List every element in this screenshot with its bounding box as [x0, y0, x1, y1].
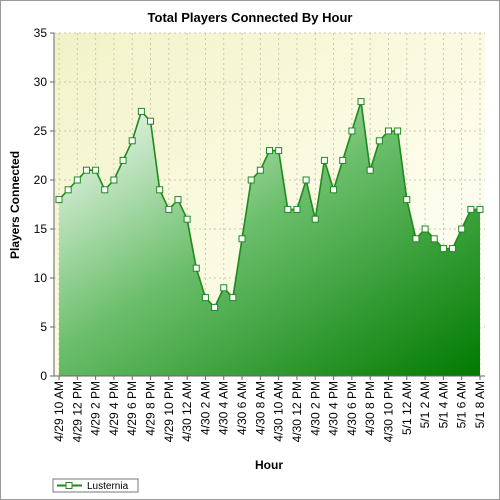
y-axis-title: Players Connected [8, 151, 22, 259]
y-tick-label: 25 [34, 124, 48, 138]
x-tick-label: 4/30 12 AM [180, 381, 194, 442]
data-point [174, 196, 182, 204]
series-area [59, 101, 480, 376]
data-point [110, 176, 118, 184]
y-tick-label: 20 [34, 173, 48, 187]
data-point [82, 166, 90, 174]
data-point [467, 205, 475, 213]
data-point [293, 205, 301, 213]
data-point [412, 235, 420, 243]
data-point [458, 225, 466, 233]
data-point [476, 205, 484, 213]
data-point [339, 156, 347, 164]
x-axis-title: Hour [255, 458, 283, 472]
x-tick-label: 4/30 6 PM [345, 381, 359, 436]
data-point [366, 166, 374, 174]
data-point [320, 156, 328, 164]
data-point [192, 264, 200, 272]
x-tick-label: 4/29 8 PM [144, 381, 158, 436]
y-tick-label: 5 [40, 320, 47, 334]
x-tick-label: 4/29 12 PM [70, 381, 84, 442]
data-point [220, 284, 228, 292]
data-point [201, 294, 209, 302]
data-point [311, 215, 319, 223]
x-tick-label: 4/29 10 PM [162, 381, 176, 442]
x-axis-ticks: 4/29 10 AM 4/29 12 PM 4/29 2 PM 4/29 4 PM 4/… [52, 376, 487, 442]
data-point [247, 176, 255, 184]
y-tick-label: 15 [34, 222, 48, 236]
data-point [421, 225, 429, 233]
y-tick-label: 35 [34, 26, 48, 40]
legend-box [52, 478, 139, 493]
x-tick-label: 5/1 4 AM [436, 381, 450, 428]
data-point [55, 196, 63, 204]
x-tick-label: 4/30 2 AM [198, 381, 212, 435]
y-tick-label: 0 [40, 369, 47, 383]
data-point [275, 147, 283, 155]
legend-label: Lusternia [87, 481, 129, 492]
x-tick-label: 4/30 8 PM [363, 381, 377, 436]
data-point [384, 127, 392, 135]
x-tick-label: 4/30 8 AM [253, 381, 267, 435]
x-tick-label: 4/30 4 PM [327, 381, 341, 436]
data-point [73, 176, 81, 184]
x-tick-label: 4/30 10 PM [381, 381, 395, 442]
y-tick-label: 10 [34, 271, 48, 285]
x-tick-label: 4/30 12 PM [290, 381, 304, 442]
x-tick-label: 5/1 2 AM [418, 381, 432, 428]
data-point [266, 147, 273, 155]
data-point [256, 166, 264, 174]
data-point [238, 235, 246, 243]
data-point [211, 303, 219, 311]
data-point [119, 156, 127, 164]
data-point [449, 245, 457, 253]
x-tick-label: 4/30 10 AM [272, 381, 286, 442]
x-tick-label: 4/30 6 AM [235, 381, 249, 435]
data-point [183, 215, 191, 223]
x-tick-label: 4/30 2 PM [308, 381, 322, 436]
data-point [348, 127, 356, 135]
x-tick-label: 5/1 12 AM [400, 381, 414, 435]
x-tick-label: 4/30 4 AM [217, 381, 231, 435]
x-tick-label: 4/29 10 AM [52, 381, 66, 442]
data-point [64, 186, 72, 194]
data-point [137, 107, 145, 115]
y-axis-ticks: 0 5 10 15 20 25 30 35 [34, 26, 54, 383]
data-point [92, 166, 100, 174]
data-point [302, 176, 310, 184]
data-point [439, 245, 447, 253]
x-tick-label: 5/1 8 AM [473, 381, 487, 428]
data-point [357, 98, 365, 106]
data-point [229, 294, 237, 302]
data-point [101, 186, 109, 194]
x-tick-label: 4/29 2 PM [89, 381, 103, 436]
chart-title: Total Players Connected By Hour [148, 10, 353, 25]
data-point [156, 186, 164, 194]
data-point [128, 137, 136, 145]
data-point [147, 117, 155, 125]
data-point [394, 127, 402, 135]
data-point [284, 205, 292, 213]
series-points [55, 98, 484, 311]
x-tick-label: 4/29 6 PM [125, 381, 139, 436]
legend: Lusternia [52, 478, 139, 493]
x-tick-label: 4/29 4 PM [107, 381, 121, 436]
data-point [330, 186, 338, 194]
x-tick-label: 5/1 6 AM [455, 381, 469, 428]
y-tick-label: 30 [34, 75, 48, 89]
data-point [375, 137, 383, 145]
data-point [165, 205, 173, 213]
data-point [403, 196, 411, 204]
data-point [430, 235, 438, 243]
legend-swatch-marker [65, 482, 73, 489]
